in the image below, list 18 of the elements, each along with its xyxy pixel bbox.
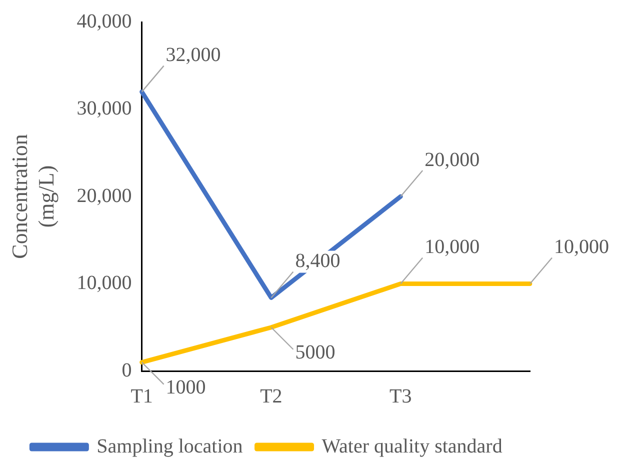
y-axis-title: Concentration (mg/L) [6, 134, 58, 259]
data-label: 5000 [295, 342, 336, 364]
data-label: 1000 [166, 376, 206, 399]
y-tick-label: 0 [122, 359, 132, 382]
data-label: 10,000 [424, 236, 480, 258]
x-tick-label: T2 [260, 385, 282, 408]
y-tick-label: 40,000 [76, 10, 132, 32]
x-tick-label: T1 [130, 385, 153, 408]
y-tick-label: 10,000 [76, 272, 132, 294]
data-label: 20,000 [424, 148, 480, 171]
x-tick-label: T3 [389, 385, 412, 408]
legend-label: Water quality standard [322, 435, 502, 458]
data-label: 8,400 [295, 250, 340, 272]
legend-label: Sampling location [96, 435, 243, 458]
y-tick-label: 20,000 [76, 184, 132, 207]
data-label: 32,000 [166, 44, 221, 66]
data-label: 10,000 [554, 236, 609, 258]
y-tick-label: 30,000 [76, 98, 132, 120]
